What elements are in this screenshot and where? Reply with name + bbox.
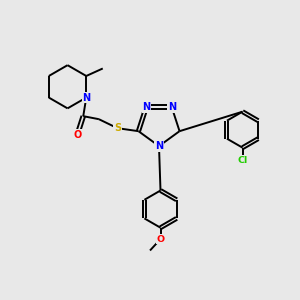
Text: N: N	[142, 102, 150, 112]
Text: O: O	[156, 235, 165, 244]
Text: S: S	[114, 123, 121, 133]
Text: N: N	[168, 102, 176, 112]
Text: N: N	[82, 93, 90, 103]
Text: Cl: Cl	[237, 156, 248, 165]
Text: O: O	[73, 130, 81, 140]
Text: N: N	[155, 141, 163, 151]
